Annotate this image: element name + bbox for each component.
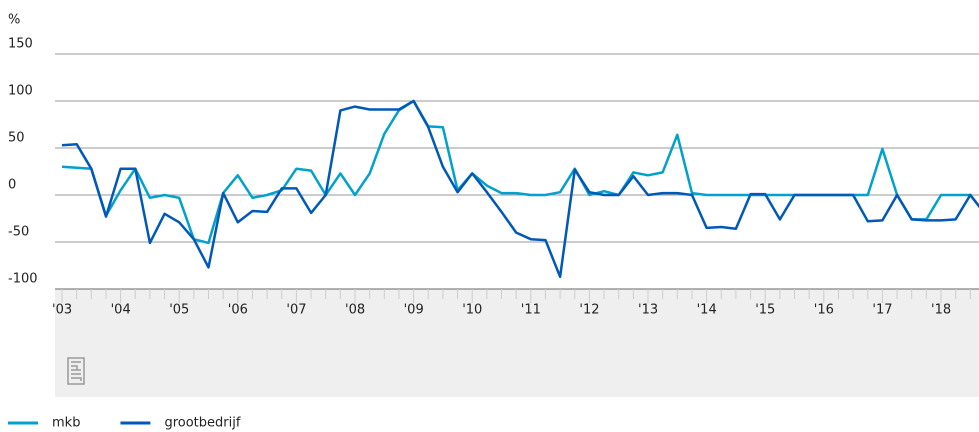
series-line <box>61 99 979 279</box>
x-tick-label: '06 <box>228 303 248 318</box>
y-tick-label: 100 <box>8 84 33 99</box>
x-tick-label: '14 <box>697 303 717 318</box>
x-tick-label: '13 <box>638 303 658 318</box>
x-tick-label: '18 <box>931 303 951 318</box>
x-tick-label: '15 <box>755 303 775 318</box>
x-tick-label: '12 <box>579 303 599 318</box>
x-tick-label: '04 <box>111 303 131 318</box>
x-tick-label: '05 <box>169 303 189 318</box>
y-tick-label: -100 <box>8 272 38 287</box>
x-tick-label: '07 <box>286 303 306 318</box>
x-tick-label: '17 <box>872 303 892 318</box>
x-tick-label: '09 <box>404 303 424 318</box>
x-tick-label: '11 <box>521 303 541 318</box>
y-tick-label: -50 <box>8 225 29 240</box>
legend-label: grootbedrijf <box>164 416 240 431</box>
y-tick-label: 150 <box>8 37 33 52</box>
x-tick-label: '16 <box>814 303 834 318</box>
y-tick-label: 50 <box>8 131 25 146</box>
legend-label: mkb <box>52 416 80 431</box>
series-line <box>61 99 979 245</box>
logo <box>67 357 85 385</box>
y-tick-label: 0 <box>8 178 16 193</box>
x-tick-label: '03 <box>52 303 72 318</box>
y-axis-label: % <box>8 13 20 28</box>
x-tick-label: '10 <box>462 303 482 318</box>
x-axis-band <box>55 289 979 397</box>
x-tick-label: '08 <box>345 303 365 318</box>
